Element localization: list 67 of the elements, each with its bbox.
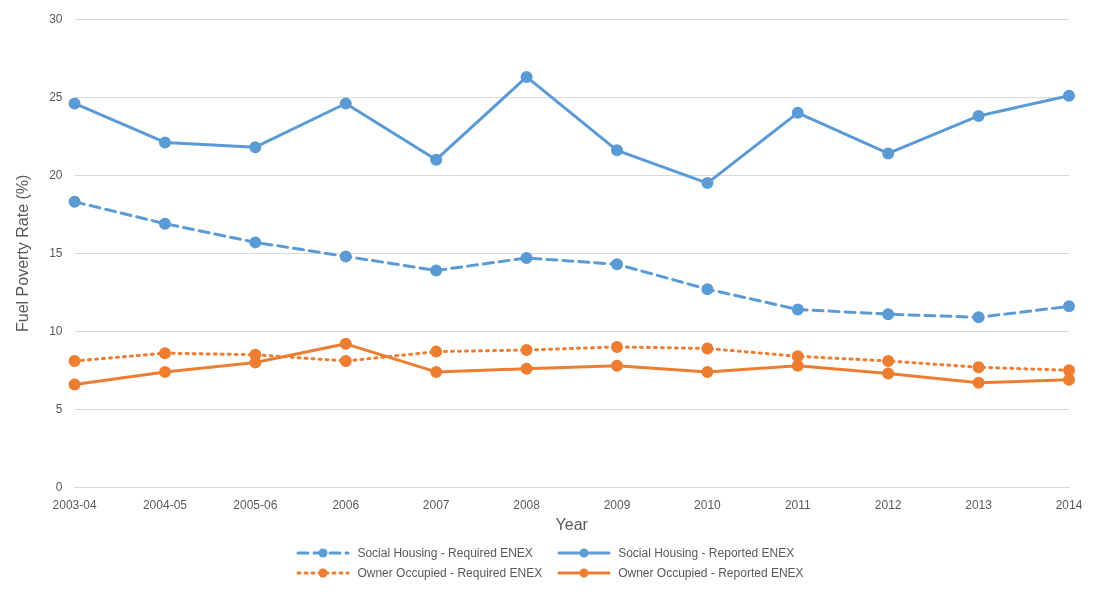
point	[520, 70, 533, 83]
point	[610, 144, 623, 157]
point	[339, 97, 352, 110]
point	[249, 141, 262, 154]
legend-label: Owner Occupied - Required ENEX	[357, 566, 543, 580]
point	[158, 136, 171, 149]
y-tick-label: 15	[49, 245, 63, 260]
y-tick-label: 5	[55, 401, 63, 416]
x-tick-label: 2003-04	[52, 497, 97, 512]
point	[972, 311, 985, 324]
x-tick-label: 2010	[694, 497, 722, 512]
point	[610, 340, 623, 353]
point	[339, 354, 352, 367]
x-tick-label: 2011	[784, 497, 812, 512]
point	[701, 177, 714, 190]
legend-label: Social Housing - Required ENEX	[357, 546, 533, 560]
x-axis-title: Year	[555, 515, 589, 533]
y-axis-title: Fuel Poverty Rate (%)	[14, 174, 32, 332]
point	[882, 367, 895, 380]
point	[882, 147, 895, 160]
x-tick-label: 2013	[965, 497, 993, 512]
y-tick-label: 20	[49, 167, 63, 182]
point	[430, 345, 443, 358]
x-tick-label: 2009	[603, 497, 631, 512]
x-tick-label: 2008	[513, 497, 541, 512]
point	[68, 97, 81, 110]
y-tick-label: 25	[49, 89, 63, 104]
point	[158, 365, 171, 378]
x-tick-label: 2014	[1055, 497, 1083, 512]
point	[68, 354, 81, 367]
x-tick-label: 2006	[332, 497, 360, 512]
point	[520, 362, 533, 375]
point	[791, 106, 804, 119]
y-tick-label: 0	[55, 479, 63, 494]
point	[882, 354, 895, 367]
point	[520, 251, 533, 264]
point	[158, 347, 171, 360]
y-tick-label: 10	[49, 323, 63, 338]
point	[430, 365, 443, 378]
point	[701, 342, 714, 355]
point	[249, 236, 262, 249]
point	[701, 283, 714, 296]
point	[1063, 300, 1075, 313]
point	[972, 109, 985, 122]
point	[68, 378, 81, 391]
point	[430, 153, 443, 166]
point	[430, 264, 443, 277]
point	[1063, 89, 1075, 102]
y-tick-label: 30	[49, 11, 63, 26]
point	[972, 361, 985, 374]
point	[610, 258, 623, 271]
x-tick-label: 2004-05	[142, 497, 188, 512]
point	[791, 303, 804, 316]
point	[158, 217, 171, 230]
point	[882, 308, 895, 321]
x-tick-label: 2005-06	[233, 497, 278, 512]
point	[68, 195, 81, 208]
point	[339, 250, 352, 263]
point	[701, 365, 714, 378]
point	[972, 376, 985, 389]
point	[610, 359, 623, 372]
point	[520, 344, 533, 357]
legend-label: Owner Occupied - Reported ENEX	[618, 566, 804, 580]
x-tick-label: 2012	[874, 497, 902, 512]
x-tick-label: 2007	[422, 497, 450, 512]
legend-label: Social Housing - Reported ENEX	[618, 546, 795, 560]
point	[339, 337, 352, 350]
